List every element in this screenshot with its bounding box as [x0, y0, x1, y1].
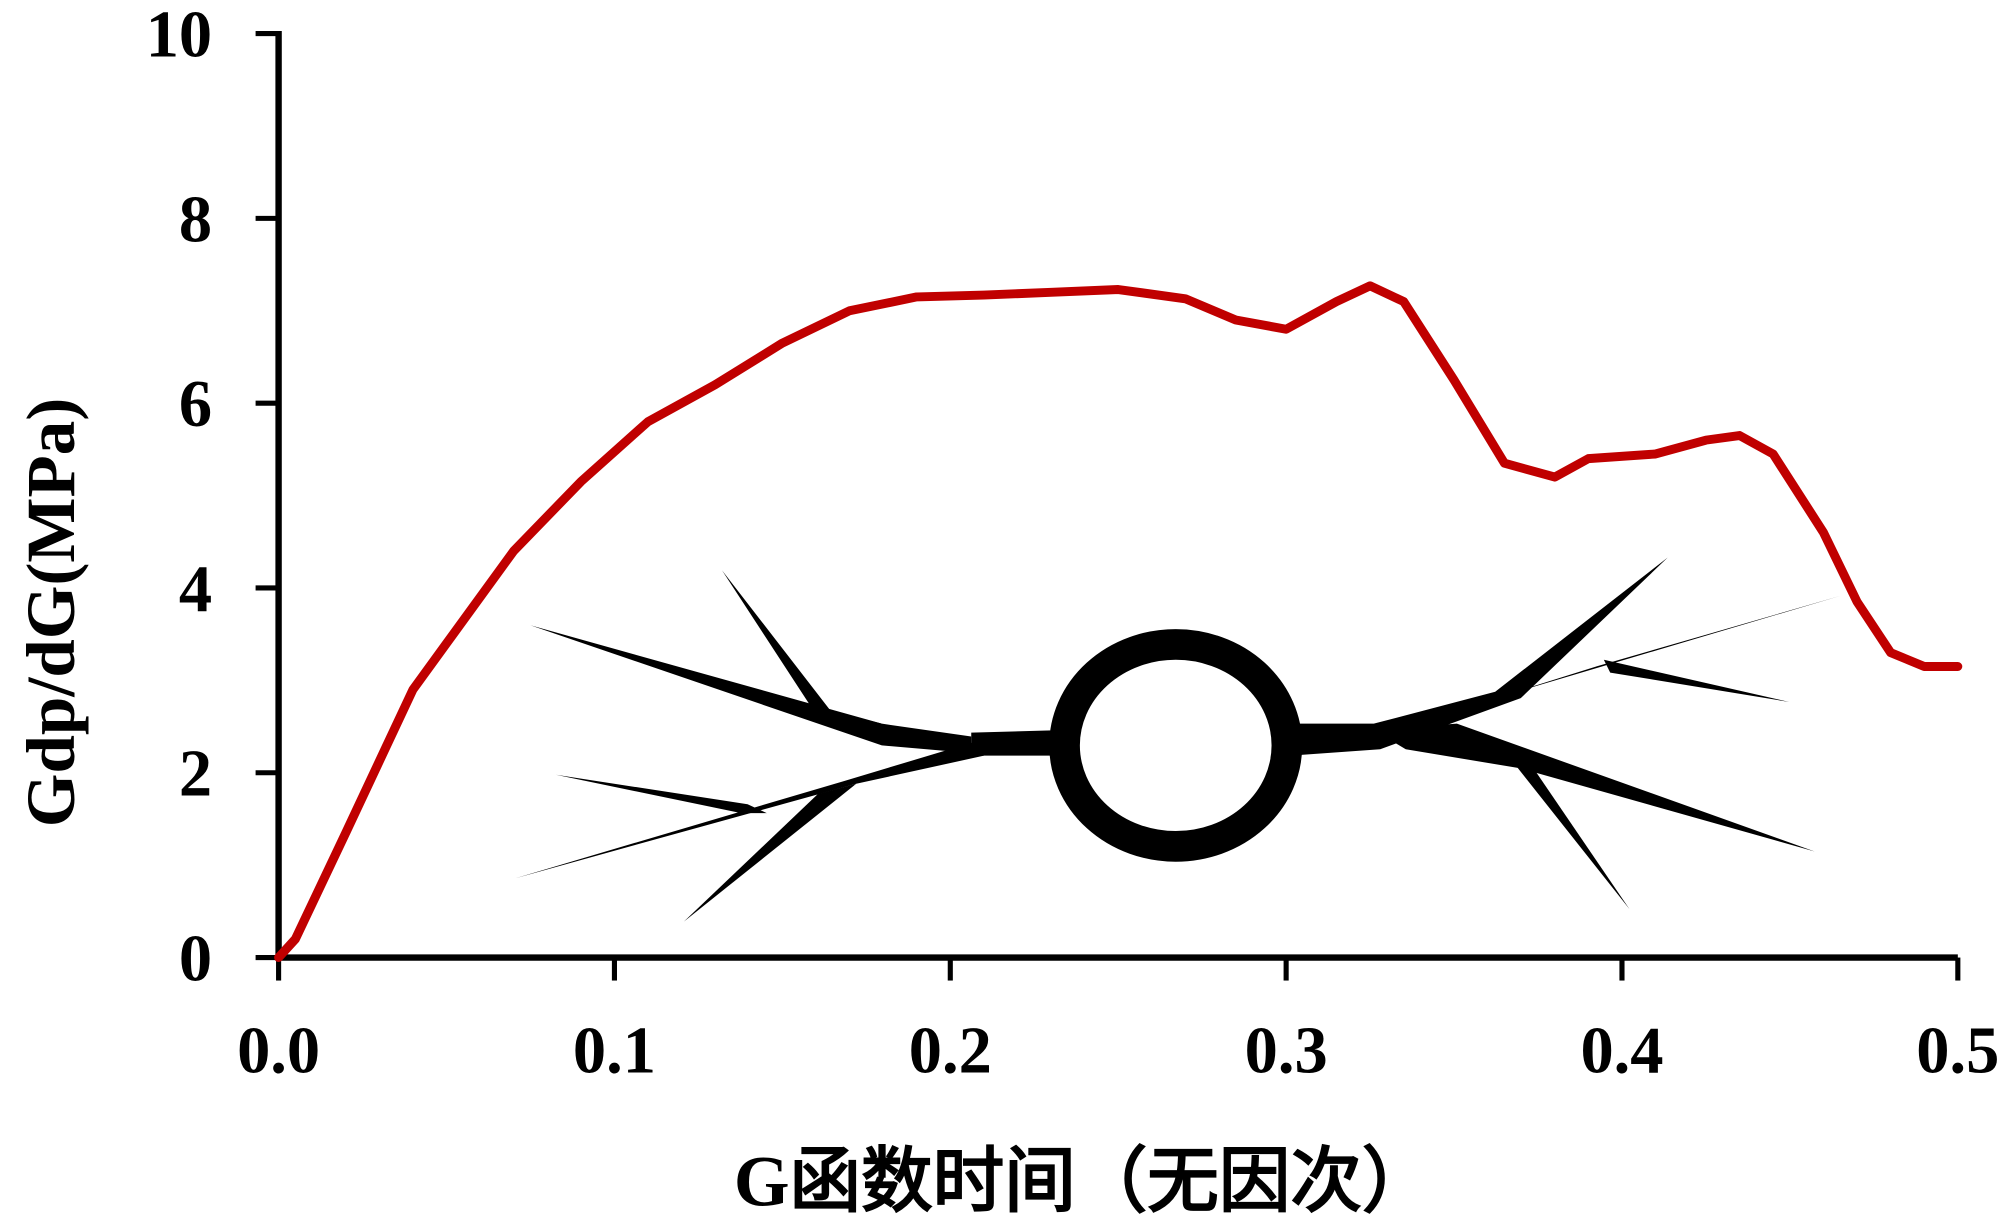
data-line: [274, 281, 1963, 963]
y-tick-label: 10: [146, 0, 212, 72]
y-tick-label: 2: [179, 738, 212, 811]
x-axis-label: G函数时间（无因次）: [734, 1142, 1434, 1221]
y-axis-label: Gdp/dG(MPa): [13, 398, 89, 827]
x-tick-label: 0.5: [1916, 1015, 1999, 1088]
y-tick-label: 4: [179, 553, 212, 626]
x-tick-label: 0.4: [1580, 1015, 1663, 1088]
y-tick-label: 8: [179, 183, 212, 256]
y-tick-label: 0: [179, 923, 212, 996]
x-tick-label: 0.1: [573, 1015, 656, 1088]
y-tick-label: 6: [179, 368, 212, 441]
x-tick-label: 0.2: [909, 1015, 992, 1088]
fracture-diagram: [515, 557, 1841, 922]
x-tick-label: 0.3: [1245, 1015, 1328, 1088]
x-tick-label: 0.0: [237, 1015, 320, 1088]
